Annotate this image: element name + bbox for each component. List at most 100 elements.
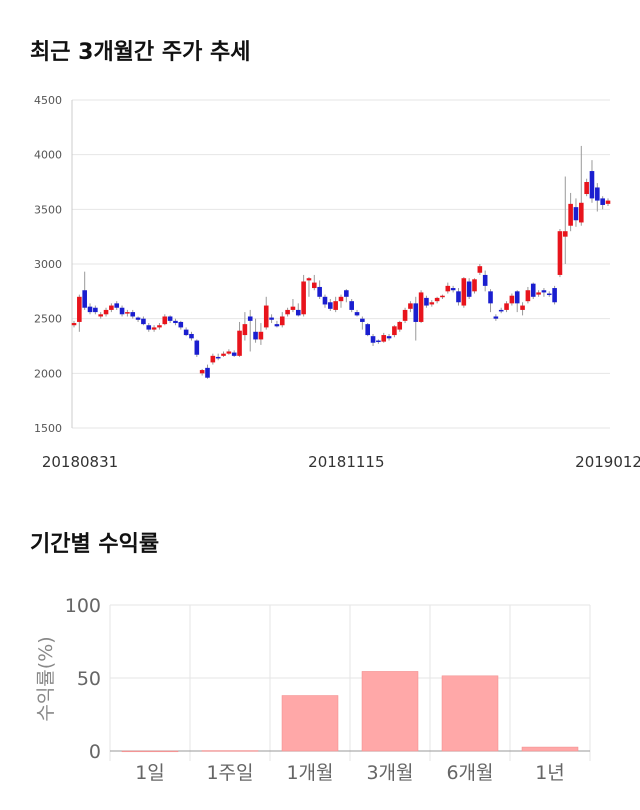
price-y-tick-label: 1500: [34, 422, 62, 435]
candle-up: [258, 331, 264, 340]
candle-down: [87, 306, 93, 313]
candle-up: [226, 351, 232, 354]
candle-up: [477, 266, 483, 273]
candle-down: [322, 296, 328, 305]
candle-up: [472, 279, 477, 292]
return-x-tick-label: 1개월: [286, 762, 333, 784]
candle-down: [141, 318, 146, 325]
candle-down: [130, 312, 136, 317]
candle-down: [530, 283, 536, 297]
candle-up: [397, 321, 403, 330]
candle-up: [290, 306, 296, 310]
candle-up: [242, 324, 248, 336]
candle-up: [461, 278, 467, 306]
candle-down: [119, 307, 125, 315]
candle-down: [360, 318, 365, 322]
price-y-tick-label: 2000: [34, 367, 62, 380]
candle-down: [466, 281, 472, 297]
candle-up: [301, 281, 306, 315]
candle-up: [536, 292, 541, 295]
candle-up: [520, 305, 525, 310]
candle-down: [370, 336, 376, 343]
candle-down: [498, 309, 504, 312]
candle-up: [402, 309, 408, 321]
candle-down: [93, 307, 98, 313]
candle-down: [269, 317, 274, 320]
candle-up: [98, 314, 103, 317]
return-bar: [201, 750, 259, 752]
candle-down: [344, 290, 349, 297]
candle-up: [392, 326, 397, 336]
candle-down: [328, 302, 333, 309]
candle-down: [514, 291, 520, 304]
candle-down: [595, 187, 600, 201]
price-y-tick-label: 4000: [34, 149, 62, 162]
candle-down: [456, 291, 461, 303]
price-x-tick-label: 20181115: [308, 453, 384, 471]
candle-down: [376, 340, 381, 343]
candle-up: [199, 370, 205, 374]
return-x-tick-label: 1주일: [206, 762, 253, 784]
candle-up: [162, 316, 168, 325]
return-bar: [361, 671, 419, 752]
return-x-tick-label: 1일: [135, 762, 165, 784]
candle-down: [82, 290, 87, 308]
candle-up: [408, 303, 413, 309]
candle-down: [247, 316, 253, 321]
candle-up: [306, 278, 312, 281]
candle-up: [279, 316, 285, 326]
candle-up: [77, 296, 82, 322]
candle-up: [418, 292, 424, 322]
candle-up: [429, 302, 435, 305]
return-bar: [441, 675, 499, 752]
candle-up: [434, 297, 440, 302]
candle-down: [215, 356, 221, 359]
candle-up: [557, 231, 563, 275]
candle-down: [482, 274, 488, 286]
candle-down: [317, 286, 322, 297]
candle-down: [541, 290, 547, 293]
candle-down: [354, 312, 360, 316]
price-x-tick-label: 20190125: [575, 453, 640, 471]
return-x-tick-label: 3개월: [366, 762, 413, 784]
candle-down: [413, 303, 419, 322]
candle-up: [109, 305, 114, 310]
return-y-tick-label: 0: [89, 741, 101, 763]
candle-up: [525, 290, 531, 302]
candle-down: [600, 198, 605, 205]
price-y-tick-label: 2500: [34, 313, 62, 326]
candle-down: [365, 324, 370, 336]
return-x-tick-label: 6개월: [446, 762, 493, 784]
return-bar: [521, 746, 579, 752]
candle-down: [135, 317, 141, 320]
candle-down: [194, 340, 200, 355]
candle-up: [237, 330, 242, 356]
candle-down: [493, 316, 499, 319]
candle-down: [173, 320, 178, 324]
candle-up: [210, 355, 216, 363]
candle-up: [71, 323, 77, 326]
candle-up: [605, 200, 611, 204]
candle-down: [589, 171, 595, 199]
candle-up: [381, 335, 387, 342]
price-x-tick-label: 20180831: [42, 453, 118, 471]
candle-up: [584, 182, 589, 195]
candle-up: [285, 309, 290, 315]
candle-up: [504, 303, 509, 310]
candle-up: [263, 305, 269, 328]
candle-down: [167, 316, 173, 321]
candle-down: [205, 367, 210, 378]
candle-up: [568, 203, 573, 226]
candle-up: [440, 295, 445, 298]
candle-up: [312, 282, 317, 289]
price-y-tick-label: 3000: [34, 258, 62, 271]
candle-down: [349, 301, 354, 310]
return-y-axis-label: 수익률(%): [35, 636, 57, 721]
candle-up: [103, 309, 109, 315]
period-return-title: 기간별 수익률: [30, 532, 160, 557]
candle-up: [333, 301, 338, 310]
candle-down: [295, 309, 301, 316]
candle-down: [573, 207, 579, 221]
candle-up: [151, 327, 157, 330]
price-y-tick-label: 3500: [34, 203, 62, 216]
